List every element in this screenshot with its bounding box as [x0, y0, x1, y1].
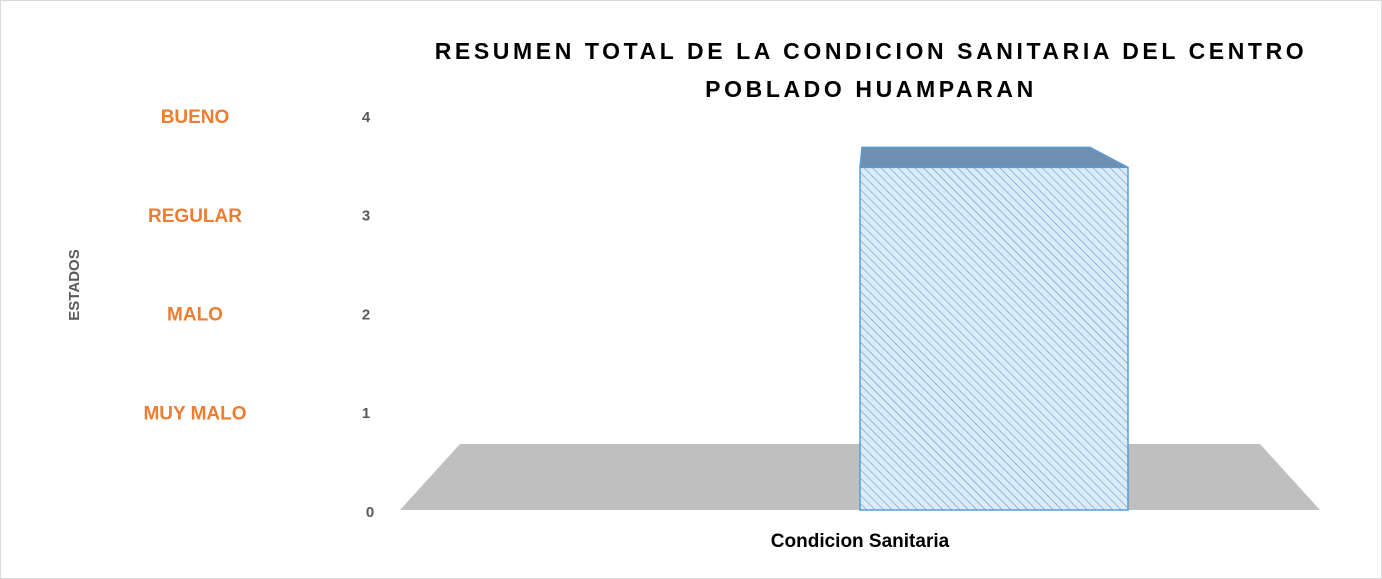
y-tick-label: 1	[362, 405, 370, 422]
y-tick-label: 0	[366, 504, 374, 521]
bar-top	[859, 146, 1129, 169]
state-label: REGULAR	[148, 206, 242, 227]
y-tick-label: 4	[362, 109, 371, 126]
chart-title: RESUMEN TOTAL DE LA CONDICION SANITARIA …	[434, 38, 1308, 102]
state-label: BUENO	[161, 107, 230, 128]
x-tick-label: Condicion Sanitaria	[771, 531, 950, 552]
y-tick-label: 2	[362, 306, 370, 323]
y-axis-label: ESTADOS	[66, 249, 83, 320]
state-label: MUY MALO	[143, 403, 246, 424]
state-label: MALO	[167, 305, 223, 326]
y-tick-label: 3	[362, 208, 370, 225]
bar	[859, 166, 1129, 511]
